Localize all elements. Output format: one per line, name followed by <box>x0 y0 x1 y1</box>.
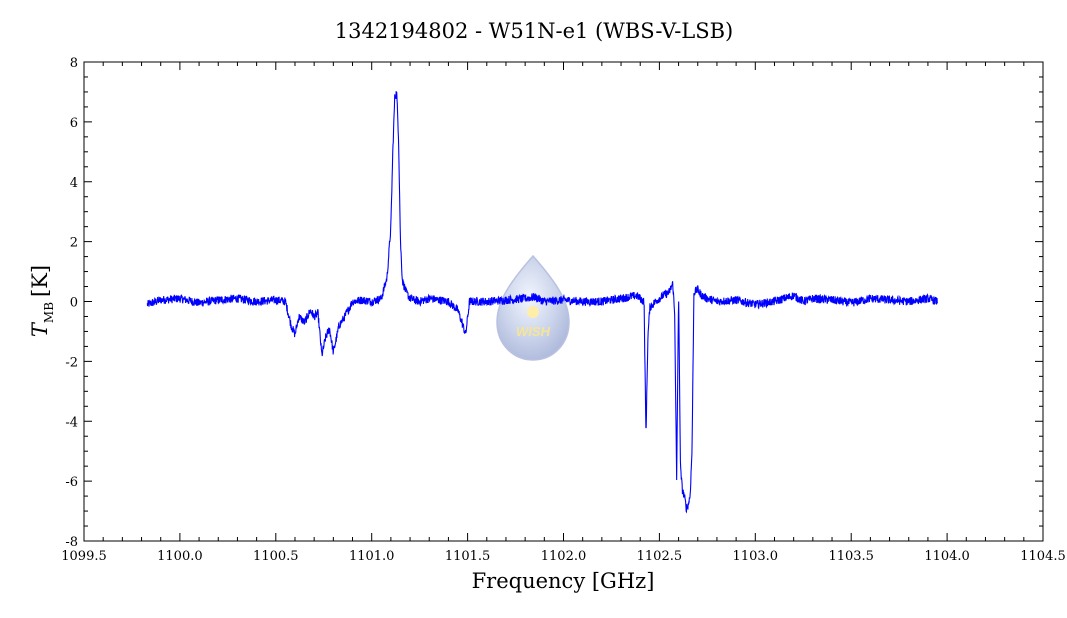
wish-logo: WISH <box>496 254 570 361</box>
star-icon <box>527 306 539 318</box>
y-tick-label: -4 <box>65 415 78 430</box>
x-axis-label: Frequency [GHz] <box>472 569 655 593</box>
x-tick-label: 1102.5 <box>637 549 683 564</box>
x-tick-label: 1103.5 <box>828 549 874 564</box>
x-tick-label: 1099.5 <box>61 549 107 564</box>
y-axis-label: TMB [K] <box>28 265 56 337</box>
x-axis: 1099.5 1100.0 1100.5 1101.0 1101.5 1102.0 1102… <box>61 62 1066 564</box>
svg-text:TMB[K]: TMB [K] <box>28 265 56 337</box>
y-tick-label: 4 <box>70 176 78 191</box>
x-tick-label: 1104.5 <box>1020 549 1066 564</box>
y-axis-label-symbol: T <box>28 321 52 337</box>
x-tick-label: 1102.0 <box>541 549 587 564</box>
y-tick-label: 8 <box>70 56 78 71</box>
series-line <box>146 91 938 514</box>
y-tick-label: 2 <box>70 236 78 251</box>
y-axis-label-subscript: MB <box>42 302 56 323</box>
watermark-text: WISH <box>516 324 551 339</box>
chart-title: 1342194802 - W51N-e1 (WBS-V-LSB) <box>335 19 734 43</box>
y-tick-label: -8 <box>65 535 78 550</box>
x-tick-label: 1103.0 <box>733 549 779 564</box>
x-tick-label: 1104.0 <box>924 549 970 564</box>
y-axis-label-unit: [K] <box>28 265 52 297</box>
y-tick-label: 0 <box>70 296 78 311</box>
x-tick-label: 1101.5 <box>445 549 491 564</box>
y-axis: 8 6 4 2 0 -2 -4 -6 -8 <box>65 56 1043 550</box>
x-tick-label: 1100.5 <box>253 549 299 564</box>
y-tick-label: -2 <box>65 355 78 370</box>
y-tick-label: 6 <box>70 116 78 131</box>
x-tick-label: 1100.0 <box>157 549 203 564</box>
x-tick-label: 1101.0 <box>349 549 395 564</box>
y-tick-label: -6 <box>65 475 78 490</box>
